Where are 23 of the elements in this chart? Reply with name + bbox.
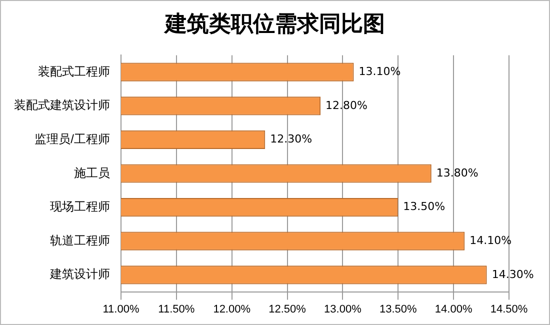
y-tick-label: 建筑设计师 [49,267,110,282]
x-tick-label: 12.00% [213,303,251,316]
data-label: 13.80% [436,166,478,180]
y-tick-label: 装配式建筑设计师 [14,98,110,112]
y-tick-label: 施工员 [74,166,110,180]
x-tick-label: 14.00% [434,303,472,316]
data-label: 14.10% [470,234,512,247]
data-label: 12.30% [270,132,312,146]
x-tick-label: 11.50% [158,303,195,316]
x-tick-label: 12.50% [268,303,306,316]
x-tick-label: 11.00% [102,303,140,316]
y-tick-label: 装配式工程师 [38,64,110,78]
y-tick-label: 监理员/工程师 [34,132,110,146]
data-label: 13.50% [403,200,446,214]
data-label: 13.10% [358,64,401,78]
data-label: 14.30% [492,268,534,281]
x-tick-label: 13.50% [379,303,418,316]
y-tick-label: 轨道工程师 [50,233,110,248]
chart-title: 建筑类职位需求同比图 [162,10,386,39]
x-tick-label: 14.50% [490,303,528,316]
x-tick-label: 13.00% [324,303,362,316]
y-tick-label: 现场工程师 [50,200,110,214]
data-label: 12.80% [326,98,368,112]
